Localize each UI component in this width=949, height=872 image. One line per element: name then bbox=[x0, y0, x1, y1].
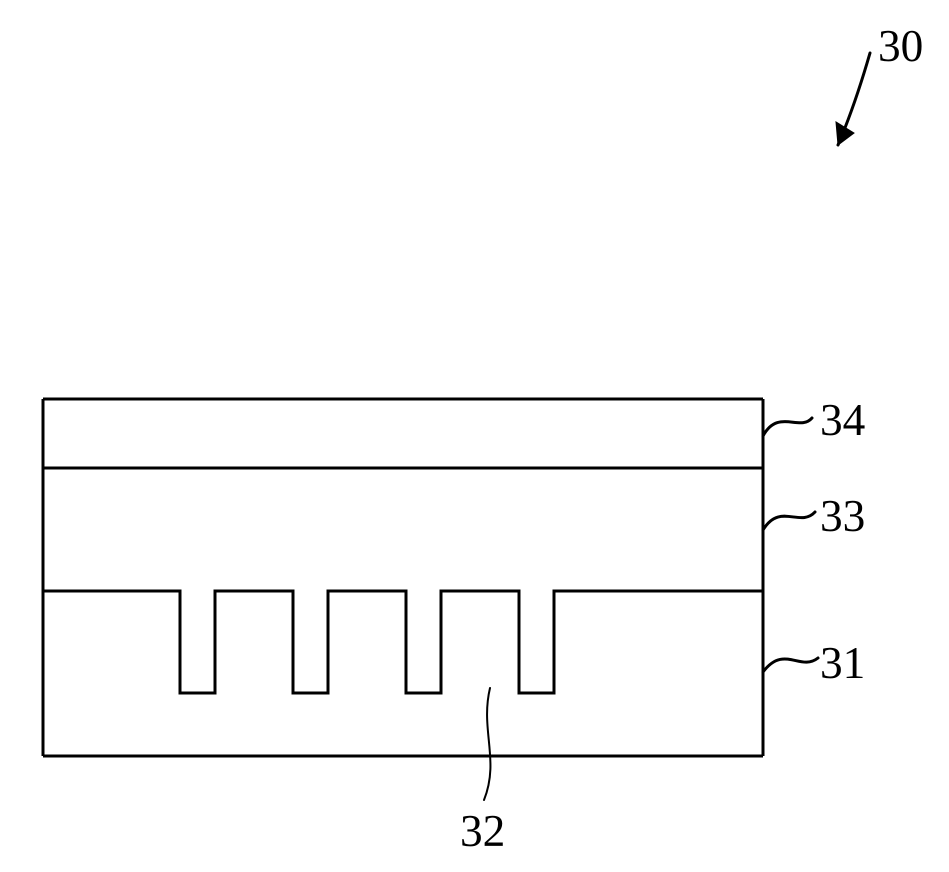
trench-label-32: 32 bbox=[460, 805, 505, 857]
figure-label-30: 30 bbox=[878, 20, 923, 72]
figure-svg bbox=[0, 0, 949, 872]
diagram-canvas: 30 34 33 31 32 bbox=[0, 0, 949, 872]
layer-label-31: 31 bbox=[820, 637, 865, 689]
layer-label-34: 34 bbox=[820, 394, 865, 446]
layer-label-33: 33 bbox=[820, 490, 865, 542]
